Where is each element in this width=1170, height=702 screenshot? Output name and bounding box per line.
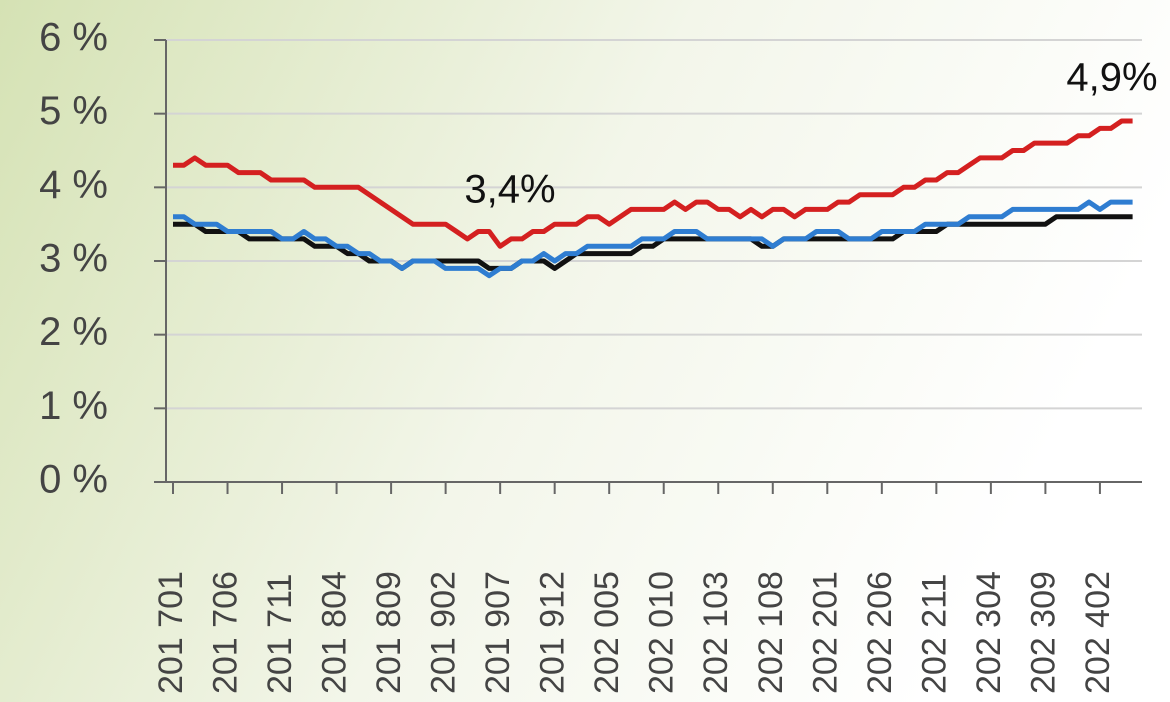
x-tick-label: 202 201 xyxy=(806,571,844,694)
x-tick-label: 201 809 xyxy=(370,571,408,694)
annotation: 3,4% xyxy=(464,168,555,212)
series-line xyxy=(173,118,1133,249)
y-tick-label: 0 % xyxy=(39,458,108,502)
y-tick-label: 6 % xyxy=(39,16,108,60)
x-tick-label: 202 206 xyxy=(861,571,899,694)
series-line xyxy=(173,199,1133,279)
x-tick-label: 202 103 xyxy=(697,571,735,694)
y-tick-label: 4 % xyxy=(39,163,108,207)
x-tick-label: 202 402 xyxy=(1079,571,1117,694)
x-tick-label: 201 804 xyxy=(316,571,354,694)
y-tick-label: 5 % xyxy=(39,89,108,133)
x-tick-label: 202 309 xyxy=(1024,571,1062,694)
x-tick-label: 201 706 xyxy=(207,571,245,694)
x-tick-label: 202 108 xyxy=(752,571,790,694)
x-tick-label: 202 211 xyxy=(915,574,953,694)
x-tick-label: 202 005 xyxy=(588,571,626,694)
x-tick-label: 201 711 xyxy=(261,574,299,694)
y-tick-label: 1 % xyxy=(39,384,108,428)
annotation: 4,9% xyxy=(1066,56,1157,100)
y-tick-label: 3 % xyxy=(39,237,108,281)
x-tick-label: 201 701 xyxy=(152,571,190,694)
x-tick-label: 202 010 xyxy=(643,571,681,694)
y-tick-label: 2 % xyxy=(39,310,108,354)
x-tick-label: 201 912 xyxy=(534,571,572,694)
x-tick-label: 201 902 xyxy=(425,571,463,694)
x-tick-label: 201 907 xyxy=(479,571,517,694)
x-tick-label: 202 304 xyxy=(970,571,1008,694)
